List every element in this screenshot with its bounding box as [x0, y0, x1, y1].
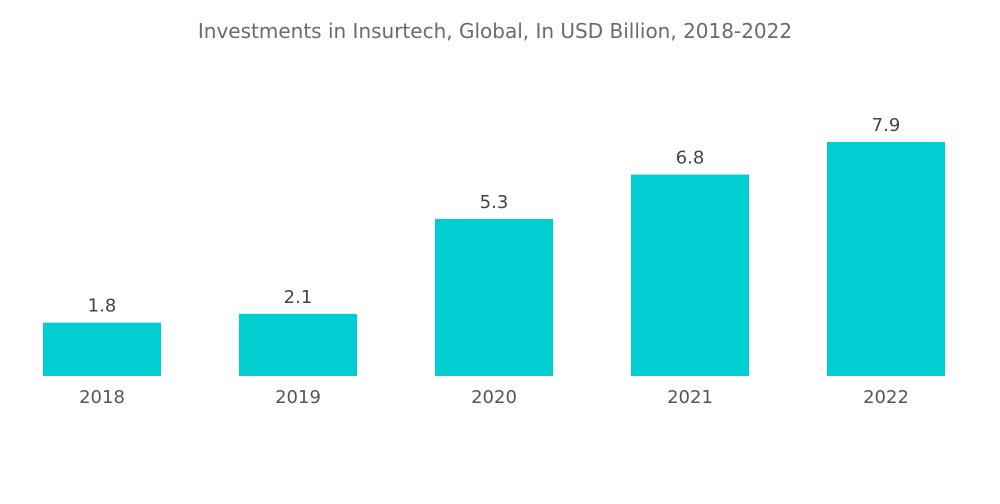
value-label-2021: 6.8: [676, 148, 705, 169]
bar-2018: [43, 322, 161, 376]
bar-2020: [435, 219, 553, 376]
value-label-2020: 5.3: [480, 192, 509, 213]
bar-2019: [239, 313, 357, 376]
bar-2021: [631, 174, 749, 376]
bar-2022: [827, 142, 945, 376]
x-tick-label-2022: 2022: [863, 387, 909, 408]
value-label-2022: 7.9: [872, 115, 901, 136]
chart-title: Investments in Insurtech, Global, In USD…: [198, 19, 792, 43]
value-label-2018: 1.8: [88, 296, 117, 317]
x-tick-label-2020: 2020: [471, 387, 517, 408]
x-tick-label-2018: 2018: [79, 387, 125, 408]
x-tick-label-2021: 2021: [667, 387, 713, 408]
value-label-2019: 2.1: [284, 287, 313, 308]
x-tick-label-2019: 2019: [275, 387, 321, 408]
